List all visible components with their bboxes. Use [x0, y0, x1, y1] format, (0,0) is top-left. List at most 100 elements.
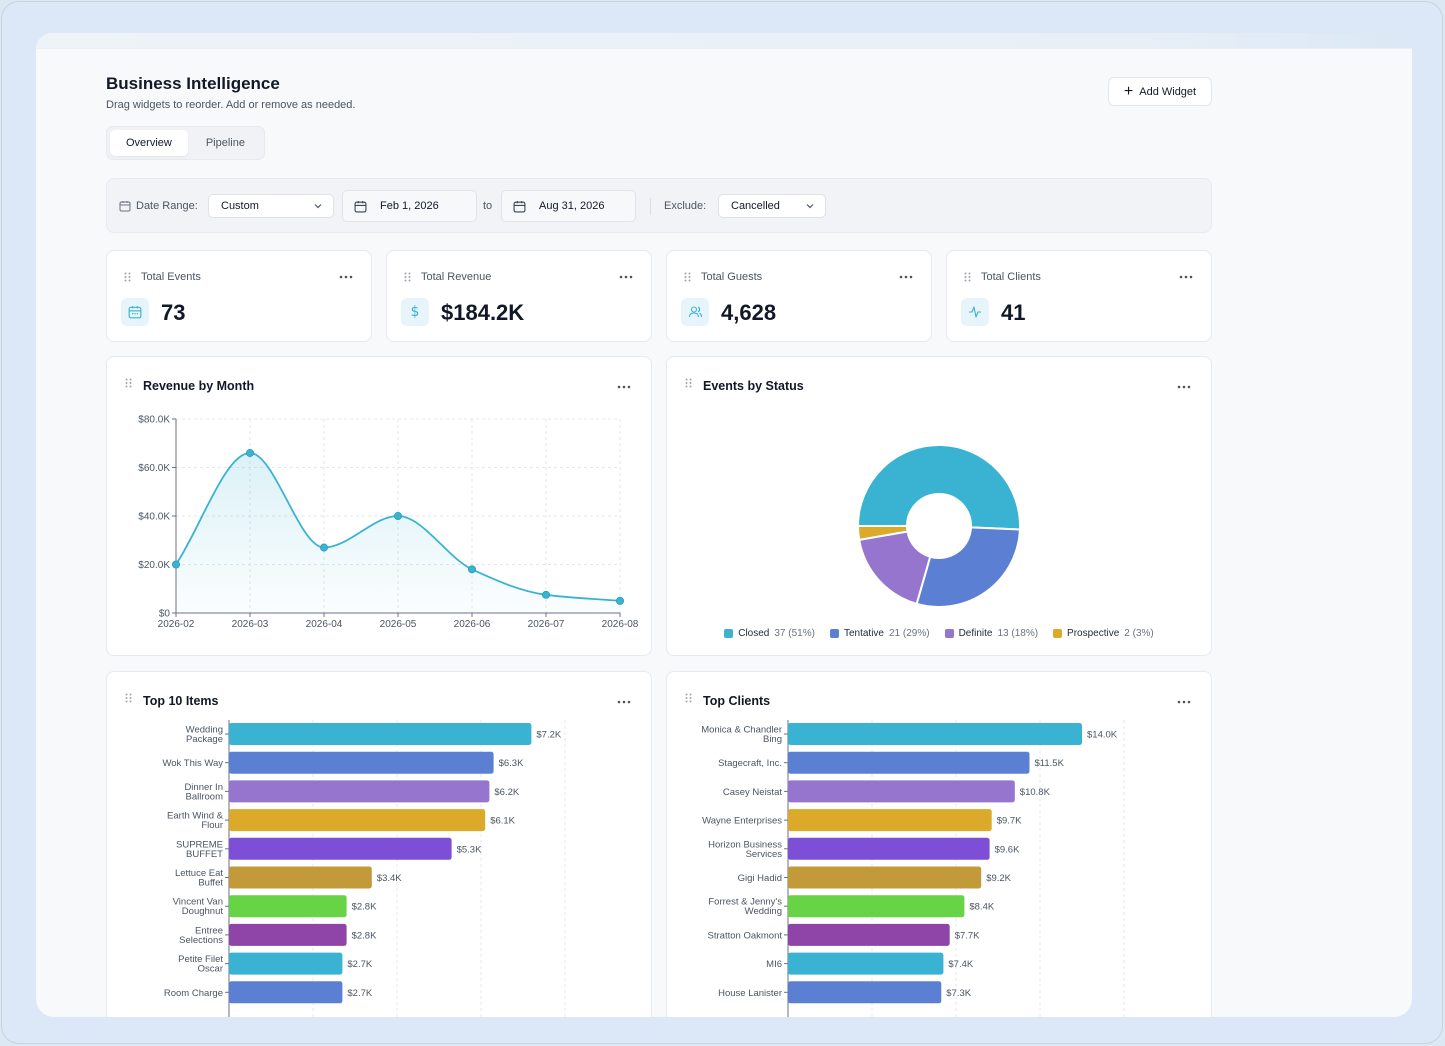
category-label: SUPREME — [176, 839, 223, 850]
filter-bar: Date Range: Custom Feb 1, 2026 to Aug 31… — [106, 178, 1212, 233]
start-date-field[interactable]: Feb 1, 2026 — [342, 190, 477, 222]
stat-value: 4,628 — [721, 300, 777, 325]
stat-card-total-guests[interactable]: Total Guests 4,628 — [666, 250, 932, 342]
drag-handle-icon[interactable] — [685, 693, 692, 703]
category-label: Forrest & Jenny's — [708, 897, 782, 908]
bar — [788, 809, 992, 832]
stat-card-total-events[interactable]: Total Events 73 — [106, 250, 372, 342]
bar — [788, 837, 990, 860]
category-label: Doughnut — [182, 906, 224, 917]
widget-title: Events by Status — [703, 379, 804, 393]
stat-card-total-clients[interactable]: Total Clients 41 — [946, 250, 1212, 342]
bar — [229, 809, 486, 832]
drag-handle-icon[interactable] — [125, 693, 132, 703]
category-label: Casey Neistat — [723, 787, 782, 798]
more-options-icon[interactable] — [617, 384, 631, 390]
stat-value: 73 — [161, 300, 186, 325]
y-tick-label: $20.0K — [138, 560, 170, 571]
donut-slice — [856, 525, 909, 542]
bar — [788, 952, 944, 975]
exclude-label: Exclude: — [664, 200, 707, 212]
data-point — [319, 543, 328, 552]
value-label: $2.8K — [352, 930, 377, 941]
legend-count: 37 (51%) — [774, 628, 815, 639]
widget-title: Top Clients — [703, 694, 771, 708]
x-tick-label: 2026-05 — [380, 619, 417, 630]
status-donut-chart — [856, 444, 1021, 608]
legend-item[interactable]: Definite 13 (18%) — [944, 628, 1039, 639]
calendar-icon — [513, 201, 526, 213]
revenue-area — [176, 452, 620, 613]
bar — [788, 895, 965, 918]
filter-divider — [650, 198, 651, 215]
events-by-status-widget[interactable]: Events by Status Closed 37 (51%) Tentative… — [666, 356, 1212, 656]
drag-handle-icon[interactable] — [684, 272, 691, 282]
legend-item[interactable]: Tentative 21 (29%) — [829, 628, 930, 639]
value-label: $2.7K — [347, 959, 372, 970]
dollar-icon: $ — [401, 298, 429, 326]
top-items-widget[interactable]: Top 10 Items Wedding Package $7.2K Wok This… — [106, 671, 652, 1017]
more-options-icon[interactable] — [1177, 384, 1191, 390]
donut-slice — [856, 444, 1021, 531]
drag-handle-icon[interactable] — [125, 378, 132, 388]
start-date-value: Feb 1, 2026 — [380, 200, 439, 212]
drag-handle-icon[interactable] — [404, 272, 411, 282]
stat-card-total-revenue[interactable]: Total Revenue $ $184.2K — [386, 250, 652, 342]
date-range-value: Custom — [221, 200, 259, 212]
y-tick-label: $0 — [159, 609, 171, 620]
add-widget-label: Add Widget — [1139, 85, 1197, 98]
category-label: Earth Wind & — [167, 811, 224, 822]
y-tick-label: $60.0K — [138, 463, 170, 474]
tab-pipeline[interactable]: Pipeline — [205, 137, 245, 149]
category-label: Stagecraft, Inc. — [718, 758, 782, 769]
date-range-select[interactable]: Custom — [208, 194, 334, 218]
y-tick-label: $40.0K — [138, 512, 170, 523]
legend-count: 13 (18%) — [997, 628, 1039, 639]
value-label: $9.6K — [995, 844, 1020, 855]
value-label: $9.7K — [997, 816, 1022, 827]
value-label: $8.4K — [969, 902, 994, 913]
stat-value: $184.2K — [441, 300, 525, 325]
add-widget-button[interactable]: + Add Widget — [1108, 77, 1212, 106]
legend-item[interactable]: Prospective 2 (3%) — [1053, 628, 1154, 639]
legend-count: 21 (29%) — [888, 628, 930, 639]
app-window: Business Intelligence Drag widgets to re… — [36, 33, 1412, 1017]
category-label: House Lanister — [718, 988, 782, 999]
category-label: Bing — [763, 734, 782, 745]
bar — [229, 837, 452, 860]
value-label: $7.7K — [955, 930, 980, 941]
more-options-icon[interactable] — [899, 274, 913, 280]
x-tick-label: 2026-08 — [602, 619, 639, 630]
x-tick-label: 2026-04 — [306, 619, 343, 630]
more-options-icon[interactable] — [1177, 699, 1191, 705]
x-tick-label: 2026-07 — [528, 619, 565, 630]
calendar-icon — [354, 201, 367, 213]
revenue-by-month-widget[interactable]: Revenue by Month $0 $20.0K $40.0K $60.0K $80… — [106, 356, 652, 656]
drag-handle-icon[interactable] — [964, 272, 971, 282]
category-label: Package — [186, 734, 223, 745]
drag-handle-icon[interactable] — [685, 378, 692, 388]
more-options-icon[interactable] — [1179, 274, 1193, 280]
bar — [229, 723, 532, 745]
data-point — [172, 560, 181, 569]
end-date-field[interactable]: Aug 31, 2026 — [501, 190, 636, 222]
tab-overview[interactable]: Overview — [110, 130, 188, 156]
exclude-select[interactable]: Cancelled — [718, 194, 826, 218]
more-options-icon[interactable] — [339, 274, 353, 280]
category-label: Wayne Enterprises — [702, 816, 782, 827]
bar — [788, 923, 950, 946]
category-label: Lettuce Eat — [175, 868, 223, 879]
more-options-icon[interactable] — [617, 699, 631, 705]
revenue-line-chart: $0 $20.0K $40.0K $60.0K $80.0K 2026-02 2026-03… — [138, 415, 639, 631]
x-tick-label: 2026-03 — [232, 619, 269, 630]
activity-icon — [961, 298, 989, 326]
bar — [788, 780, 1015, 803]
more-options-icon[interactable] — [619, 274, 633, 280]
dashboard-content: Business Intelligence Drag widgets to re… — [106, 33, 1212, 1017]
date-range-label: Date Range: — [136, 200, 198, 212]
bar — [229, 981, 343, 1004]
legend-item[interactable]: Closed 37 (51%) — [724, 628, 815, 639]
drag-handle-icon[interactable] — [124, 272, 131, 282]
top-clients-widget[interactable]: Top Clients Monica & Chandler Bing $14.0K S… — [666, 671, 1212, 1017]
chevron-down-icon — [314, 204, 322, 209]
